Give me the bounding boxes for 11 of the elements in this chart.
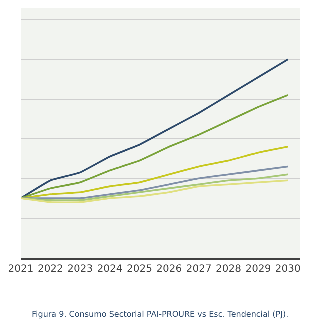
x-tick-label: 2028 bbox=[216, 264, 242, 275]
x-tick-label: 2022 bbox=[38, 264, 64, 275]
x-tick-label: 2026 bbox=[156, 264, 182, 275]
x-tick-label: 2029 bbox=[246, 264, 272, 275]
text: Figura 9. Consumo Sectorial PAI-PROURE vs Esc. Tendencial (PJ). bbox=[32, 310, 289, 319]
x-tick-label: 2025 bbox=[126, 264, 152, 275]
x-tick-label: 2023 bbox=[68, 264, 94, 275]
x-tick-label: 2024 bbox=[97, 264, 123, 275]
x-tick-label: 2027 bbox=[186, 264, 212, 275]
x-tick-label: 2030 bbox=[275, 264, 301, 275]
x-tick-label: 2021 bbox=[8, 264, 34, 275]
